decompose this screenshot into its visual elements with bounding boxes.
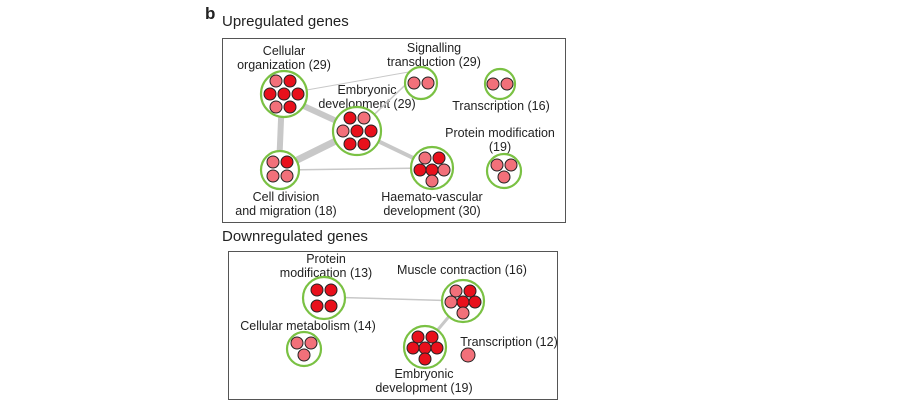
cluster-cell-division-migration — [259, 149, 301, 191]
cluster-haemato-vascular — [409, 145, 455, 191]
label-protein-modification: Protein modification (19) — [445, 126, 555, 154]
edge-protmod-muscle — [323, 296, 463, 302]
cluster-signalling-transduction — [403, 65, 439, 101]
label-transcription: Transcription (16) — [452, 99, 550, 113]
cluster-muscle-contraction — [440, 278, 486, 324]
cluster-embryonic-development — [331, 105, 383, 157]
cluster-down-protein-modification — [301, 275, 347, 321]
label-down-transcription: Transcription (12) — [460, 335, 558, 349]
cluster-transcription — [483, 67, 517, 101]
label-cell-division-migration: Cell division and migration (18) — [235, 190, 337, 218]
cluster-down-embryonic-development — [402, 324, 448, 370]
label-cellular-organization: Cellular organization (29) — [237, 44, 331, 72]
label-haemato-vascular: Haemato-vascular development (30) — [381, 190, 483, 218]
label-signalling-transduction: Signalling transduction (29) — [387, 41, 481, 69]
upregulated-title: Upregulated genes — [222, 13, 349, 30]
label-embryonic-development: Embryonic development (29) — [318, 83, 416, 111]
edge-celldiv-haemato — [281, 167, 432, 171]
panel-letter: b — [205, 4, 216, 23]
node-down-transcription — [460, 347, 476, 363]
cluster-cellular-organization — [259, 69, 309, 119]
label-muscle-contraction: Muscle contraction (16) — [397, 263, 527, 277]
label-cellular-metabolism: Cellular metabolism (14) — [240, 319, 376, 333]
label-down-embryonic-development: Embryonic development (19) — [375, 367, 473, 395]
cluster-protein-modification — [485, 152, 523, 190]
downregulated-title: Downregulated genes — [222, 228, 368, 245]
downregulated-box — [228, 251, 558, 400]
cluster-cellular-metabolism — [285, 330, 323, 368]
label-down-protein-modification: Protein modification (13) — [279, 252, 373, 280]
